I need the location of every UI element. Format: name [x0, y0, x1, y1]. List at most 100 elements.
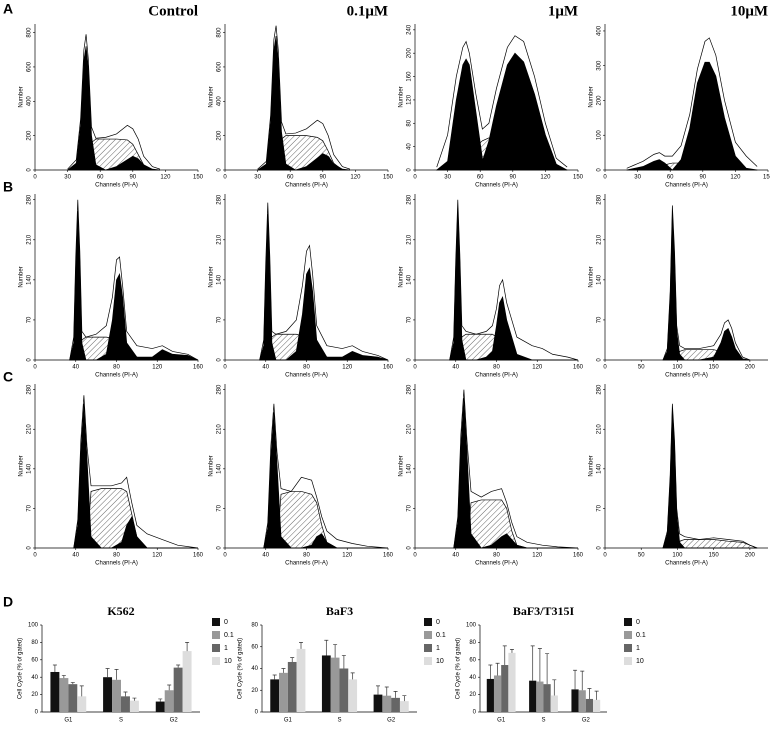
error-bar	[402, 695, 407, 702]
x-tick-label: 160	[193, 553, 204, 559]
x-tick-label: 100	[672, 553, 683, 559]
error-bar	[573, 669, 578, 690]
y-tick-label: 70	[217, 504, 223, 511]
legend-label: 0.1	[224, 632, 234, 639]
error-bar	[167, 684, 172, 691]
y-axis-label: Cell Cycle (% of gated)	[456, 638, 462, 699]
legend-swatch	[624, 657, 632, 665]
fit-area	[449, 295, 578, 361]
y-axis-label: Number	[589, 455, 595, 476]
y-tick-label: 60	[469, 657, 476, 663]
x-tick-label: G1	[497, 718, 506, 724]
bar	[536, 681, 544, 712]
y-tick-label: 0	[217, 168, 223, 172]
x-tick-label: 120	[152, 365, 163, 371]
bar	[399, 701, 409, 712]
y-axis-label: Number	[399, 266, 405, 287]
x-tick-label: 160	[383, 553, 394, 559]
bar	[339, 668, 349, 712]
fit-area	[436, 52, 568, 171]
y-tick-label: 20	[31, 692, 38, 698]
y-tick-label: 400	[597, 25, 603, 36]
error-bar	[185, 642, 190, 652]
x-tick-label: G1	[284, 718, 293, 724]
legend-label: 10	[436, 658, 444, 665]
x-tick-label: 30	[444, 175, 451, 181]
y-tick-label: 200	[27, 130, 33, 141]
legend-label: 0.1	[436, 632, 446, 639]
y-tick-label: 0	[597, 358, 603, 362]
x-tick-label: 160	[573, 553, 584, 559]
y-tick-label: 140	[27, 274, 33, 285]
chart-title: 0.1μM	[347, 3, 388, 19]
fit-area	[662, 214, 750, 361]
y-tick-label: 210	[27, 424, 33, 435]
y-tick-label: 210	[597, 234, 603, 245]
legend-label: 1	[636, 645, 640, 652]
fit-area	[69, 273, 199, 361]
y-axis-label: Number	[19, 455, 25, 476]
x-tick-label: 200	[745, 365, 756, 371]
y-tick-label: 210	[27, 234, 33, 245]
x-tick-label: 90	[509, 175, 516, 181]
y-tick-label: 280	[407, 384, 413, 395]
y-tick-label: 0	[27, 358, 33, 362]
x-tick-label: 60	[667, 175, 674, 181]
bar	[501, 665, 509, 712]
y-tick-label: 240	[407, 24, 413, 35]
bar	[59, 678, 69, 712]
y-tick-label: 140	[217, 274, 223, 285]
histogram-outline	[626, 37, 758, 169]
y-tick-label: 0	[27, 168, 33, 172]
x-tick-label: 40	[72, 365, 79, 371]
x-tick-label: 90	[699, 175, 706, 181]
legend-swatch	[212, 657, 220, 665]
y-tick-label: 210	[217, 234, 223, 245]
bar	[155, 701, 165, 712]
error-bar	[488, 664, 493, 679]
histogram-outline	[67, 34, 161, 170]
y-tick-label: 280	[27, 194, 33, 205]
error-bar	[502, 645, 507, 666]
x-tick-label: 30	[634, 175, 641, 181]
y-tick-label: 70	[217, 316, 223, 323]
legend-label: 0.1	[636, 632, 646, 639]
bar	[182, 651, 192, 712]
bar	[296, 648, 306, 712]
bar	[270, 679, 280, 712]
x-tick-label: 200	[745, 553, 756, 559]
error-bar	[299, 642, 304, 649]
bar	[287, 661, 297, 712]
legend-swatch	[424, 618, 432, 626]
bar	[121, 696, 130, 712]
bar	[543, 684, 551, 712]
y-axis-label: Cell Cycle (% of gated)	[238, 638, 244, 699]
y-tick-label: 0	[27, 546, 33, 550]
chart-title: 1μM	[548, 3, 578, 19]
x-axis-label: Channels (PI-A)	[475, 373, 518, 379]
panel-label: A	[3, 1, 13, 17]
y-axis-label: Number	[589, 266, 595, 287]
bar	[593, 699, 601, 712]
y-tick-label: 400	[217, 96, 223, 107]
error-bar	[70, 682, 75, 685]
y-tick-label: 800	[27, 27, 33, 38]
x-tick-label: 0	[413, 175, 417, 181]
error-bar	[132, 697, 137, 701]
bar	[173, 667, 183, 712]
y-tick-label: 70	[27, 316, 33, 323]
x-tick-label: G2	[170, 718, 179, 724]
fit-area	[259, 267, 389, 361]
y-axis-label: Number	[589, 86, 595, 107]
bar	[103, 677, 113, 712]
bar	[68, 684, 78, 712]
bar	[348, 679, 358, 712]
x-tick-label: 40	[262, 553, 269, 559]
error-bar	[530, 645, 535, 681]
legend-label: 1	[436, 645, 440, 652]
x-tick-label: 120	[350, 175, 361, 181]
x-tick-label: 120	[532, 365, 543, 371]
x-tick-label: 0	[223, 365, 227, 371]
y-tick-label: 0	[473, 710, 477, 716]
y-tick-label: 40	[31, 675, 38, 681]
